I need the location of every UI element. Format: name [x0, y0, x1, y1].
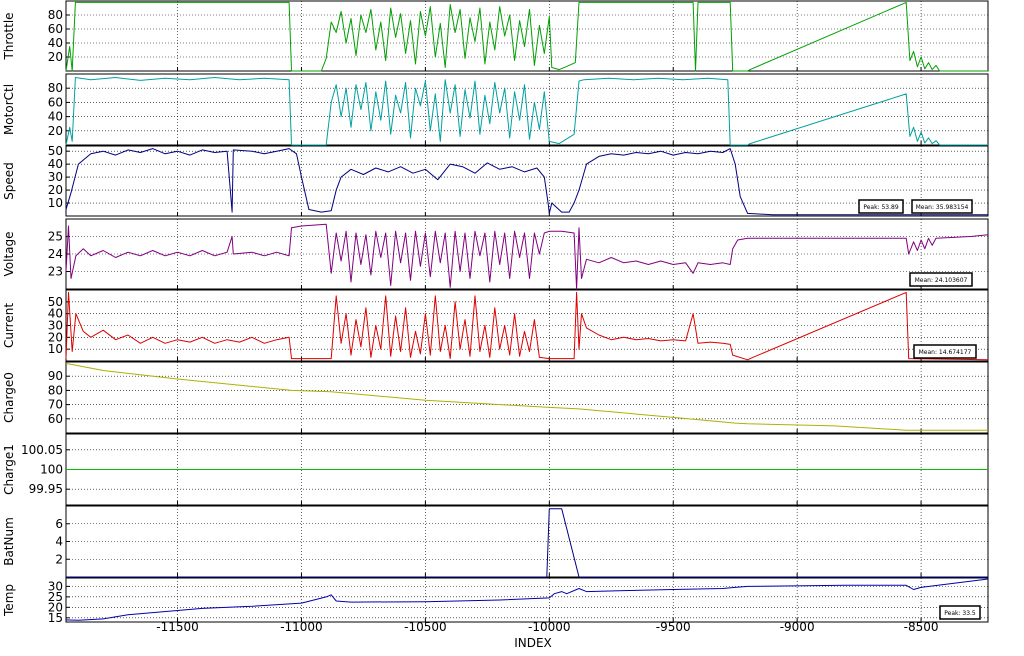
series-line-motorctl	[65, 77, 988, 146]
y-tick-label: 25	[48, 590, 63, 604]
x-tick-label: -11000	[280, 620, 323, 634]
y-tick-label: 100	[40, 463, 63, 477]
panel-charge1: 99.95 100 100.05 Charge1	[2, 433, 989, 506]
panel-frame-charge0	[65, 361, 989, 434]
x-tick-label: -9000	[780, 620, 815, 634]
y-tick-label: 60	[48, 22, 63, 36]
series-line-batnum	[66, 508, 988, 578]
annotation-text: Mean: 24.103607	[915, 277, 968, 284]
series-line-temp	[65, 578, 989, 621]
x-tick-label: -8500	[904, 620, 939, 634]
y-tick-label: 50	[48, 144, 63, 158]
y-axis-title-charge1: Charge1	[2, 444, 16, 495]
y-tick-label: 23	[48, 265, 63, 279]
series-line-speed	[65, 148, 988, 216]
x-tick-label: -11500	[156, 620, 199, 634]
y-tick-label: 99.95	[29, 482, 63, 496]
y-tick-label: 40	[48, 36, 63, 50]
y-tick-label: 80	[48, 8, 63, 22]
annotation-box	[858, 199, 904, 214]
y-tick-label: 60	[48, 412, 63, 426]
y-axis-title-speed: Speed	[2, 162, 16, 200]
annotation-text: Mean: 35.983154	[916, 204, 969, 211]
panel-frame-speed	[65, 145, 989, 217]
y-tick-label: 30	[48, 579, 63, 593]
y-tick-label: 10	[48, 196, 63, 210]
y-tick-label: 30	[48, 170, 63, 184]
y-tick-label: 30	[48, 319, 63, 333]
y-tick-label: 100.05	[21, 443, 63, 457]
y-tick-label: 20	[48, 183, 63, 197]
annotation-box	[913, 344, 977, 359]
series-line-throttle	[65, 1, 988, 72]
panel-voltage: 23 24 25 Voltage Mean: 24.103607	[2, 218, 989, 290]
annotation-box	[911, 199, 973, 214]
panel-frame-throttle	[65, 0, 989, 72]
annotation-box	[909, 272, 973, 287]
series-line-current	[65, 291, 989, 361]
y-tick-label: 90	[48, 369, 63, 383]
x-tick-label: -10000	[528, 620, 571, 634]
y-tick-label: 25	[48, 230, 63, 244]
y-axis-title-temp: Temp	[2, 584, 16, 617]
series-line-voltage	[65, 223, 989, 290]
y-tick-label: 40	[48, 110, 63, 124]
y-tick-label: 15	[48, 611, 63, 625]
annotation-box	[939, 605, 981, 620]
y-tick-label: 20	[48, 600, 63, 614]
y-tick-label: 80	[48, 81, 63, 95]
y-tick-label: 60	[48, 95, 63, 109]
annotation-text: Peak: 33.5	[944, 610, 976, 617]
y-tick-label: 20	[48, 124, 63, 138]
annotation-text: Mean: 14.674177	[919, 349, 972, 356]
x-tick-label: -10500	[404, 620, 447, 634]
y-axis-title-throttle: Throttle	[2, 12, 16, 60]
y-tick-label: 80	[48, 383, 63, 397]
annotation-text: Peak: 53.89	[863, 204, 899, 211]
panel-frame-temp	[65, 577, 989, 623]
x-axis-title: INDEX	[514, 636, 552, 650]
y-axis-title-voltage: Voltage	[2, 231, 16, 276]
y-axis-title-motorctl: MotorCtl	[2, 84, 16, 135]
y-tick-label: 40	[48, 157, 63, 171]
y-tick-label: 4	[55, 535, 63, 549]
y-tick-label: 50	[48, 295, 63, 309]
y-tick-label: 10	[48, 342, 63, 356]
y-tick-label: 70	[48, 398, 63, 412]
y-axis-title-current: Current	[2, 303, 16, 348]
y-tick-label: 24	[48, 247, 63, 261]
y-tick-label: 20	[48, 330, 63, 344]
x-tick-label: -9500	[656, 620, 691, 634]
y-tick-label: 2	[55, 552, 63, 566]
y-tick-label: 6	[55, 517, 63, 531]
y-axis-title-charge0: Charge0	[2, 372, 16, 423]
y-axis-title-batnum: BatNum	[2, 517, 16, 566]
y-tick-label: 20	[48, 50, 63, 64]
y-tick-label: 40	[48, 307, 63, 321]
series-line-charge0	[65, 362, 988, 431]
panel-batnum: 2 4 6 BatNum	[2, 505, 989, 578]
